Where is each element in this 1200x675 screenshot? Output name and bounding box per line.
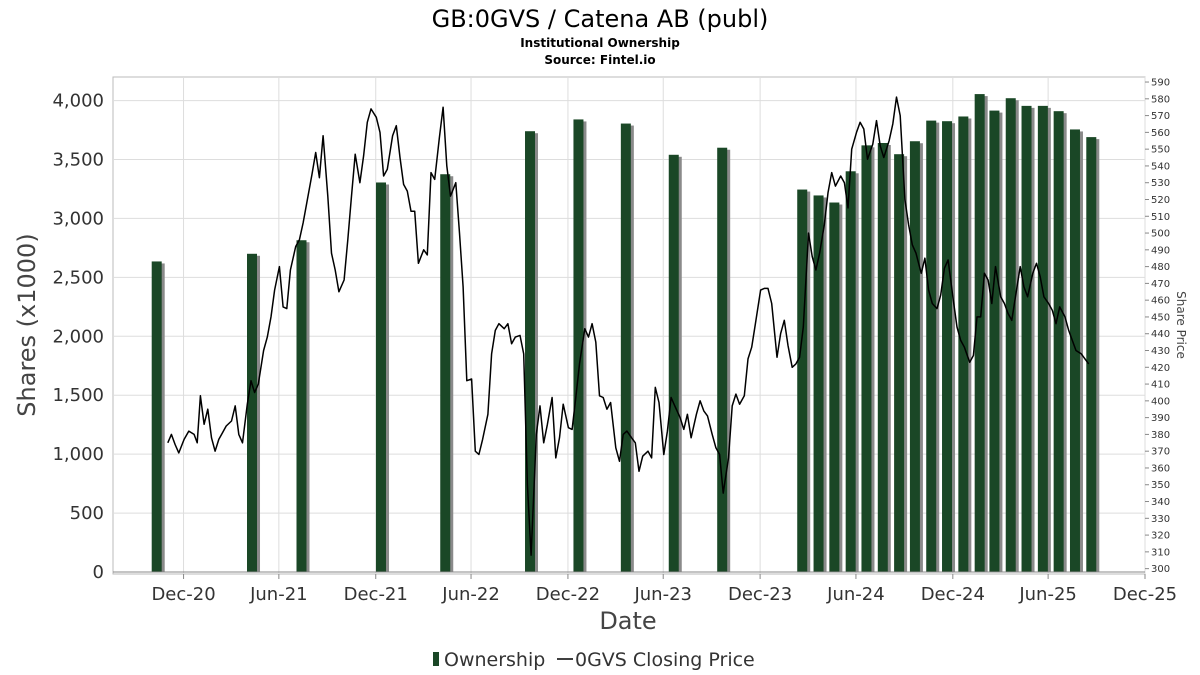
ownership-bar	[1086, 137, 1097, 572]
ownership-bar	[989, 110, 1000, 572]
ownership-bar	[1005, 98, 1016, 572]
x-tick-label: Dec-21	[344, 584, 408, 605]
y2-tick-label: 530	[1151, 178, 1170, 189]
ownership-bar	[620, 123, 631, 572]
chart-title: GB:0GVS / Catena AB (publ)	[432, 5, 769, 33]
y2-tick-label: 470	[1151, 279, 1170, 290]
price-line-layer	[167, 96, 1090, 556]
ownership-bar	[247, 253, 258, 573]
ownership-bar	[894, 154, 905, 573]
ownership-bar	[845, 171, 856, 573]
y-axis-title: Shares (x1000)	[13, 233, 41, 416]
x-tick-label: Jun-25	[1018, 584, 1077, 605]
y2-tick-label: 310	[1151, 547, 1170, 558]
price-line	[167, 96, 1090, 556]
y2-tick-label: 510	[1151, 212, 1170, 223]
y2-tick-label: 580	[1151, 94, 1170, 105]
y2-tick-label: 370	[1151, 447, 1170, 458]
x-tick-label: Dec-23	[728, 584, 792, 605]
ownership-bar	[717, 147, 728, 572]
ownership-bar	[525, 131, 536, 572]
y2-tick-label: 320	[1151, 531, 1170, 542]
ownership-bar	[829, 202, 840, 572]
ownership-bar	[942, 121, 953, 573]
y2-tick-label: 490	[1151, 245, 1170, 256]
x-tick-label: Dec-25	[1113, 584, 1177, 605]
ownership-bar	[1021, 105, 1032, 572]
chart-source: Source: Fintel.io	[544, 53, 655, 67]
legend-price-label: 0GVS Closing Price	[575, 649, 755, 671]
x-tick-label: Dec-24	[921, 584, 985, 605]
y2-tick-label: 590	[1151, 78, 1170, 89]
ownership-bar	[668, 154, 679, 573]
y-tick-label: 3,000	[52, 208, 104, 229]
y2-tick-label: 450	[1151, 312, 1170, 323]
y2-tick-label: 340	[1151, 497, 1170, 508]
ownership-bar	[1053, 111, 1064, 572]
y2-tick-label: 480	[1151, 262, 1170, 273]
ownership-bar	[440, 174, 451, 572]
y2-tick-label: 330	[1151, 514, 1170, 525]
chart-legend: Ownership 0GVS Closing Price	[433, 649, 755, 671]
y2-tick-label: 390	[1151, 413, 1170, 424]
x-axis-title: Date	[599, 607, 656, 635]
ownership-bar	[877, 143, 888, 572]
y2-tick-label: 540	[1151, 161, 1170, 172]
x-tick-label: Dec-22	[536, 584, 600, 605]
ownership-bar	[296, 240, 307, 572]
chart-subtitle: Institutional Ownership	[520, 36, 680, 50]
y-tick-label: 1,500	[52, 385, 104, 406]
y2-axis-title: Share Price	[1174, 291, 1188, 359]
x-tick-label: Jun-22	[441, 584, 500, 605]
ownership-bar	[1069, 129, 1080, 573]
ownership-bar	[909, 141, 920, 572]
x-tick-label: Dec-20	[151, 584, 215, 605]
y2-tick-label: 420	[1151, 363, 1170, 374]
y2-tick-label: 360	[1151, 463, 1170, 474]
y2-tick-label: 560	[1151, 128, 1170, 139]
y-tick-label: 2,500	[52, 267, 104, 288]
axes: 0 500 1,000 1,500 2,000 2,500 3,000 3,500 4,000 D…	[52, 78, 1177, 605]
y2-tick-label: 550	[1151, 145, 1170, 156]
y-tick-label: 3,500	[52, 150, 104, 171]
legend-ownership-label: Ownership	[444, 649, 545, 671]
ownership-bar	[376, 182, 387, 572]
y2-tick-label: 520	[1151, 195, 1170, 206]
ownership-bar	[797, 189, 808, 572]
y2-tick-label: 430	[1151, 346, 1170, 357]
y-tick-label: 0	[93, 562, 104, 583]
y2-tick-label: 350	[1151, 480, 1170, 491]
ownership-bars	[151, 94, 1100, 573]
y2-tick-label: 570	[1151, 111, 1170, 122]
ownership-bar	[151, 261, 162, 572]
ownership-bar	[573, 119, 584, 572]
y2-tick-label: 460	[1151, 296, 1170, 307]
x-tick-label: Jun-24	[826, 584, 885, 605]
y2-tick-label: 400	[1151, 396, 1170, 407]
ownership-bar	[926, 120, 937, 572]
y-tick-label: 500	[70, 503, 104, 524]
ownership-bar	[861, 145, 872, 572]
ownership-bar	[1037, 105, 1048, 572]
y2-tick-label: 500	[1151, 229, 1170, 240]
y2-tick-label: 440	[1151, 329, 1170, 340]
y-tick-label: 1,000	[52, 444, 104, 465]
y2-tick-label: 410	[1151, 380, 1170, 391]
x-tick-label: Jun-23	[633, 584, 692, 605]
y2-tick-label: 380	[1151, 430, 1170, 441]
y2-tick-label: 300	[1151, 564, 1170, 575]
x-tick-label: Jun-21	[249, 584, 308, 605]
legend-ownership-swatch	[433, 652, 439, 666]
ownership-bar	[813, 195, 824, 573]
y-tick-label: 2,000	[52, 326, 104, 347]
y-tick-label: 4,000	[52, 91, 104, 112]
ownership-bar	[974, 94, 985, 572]
